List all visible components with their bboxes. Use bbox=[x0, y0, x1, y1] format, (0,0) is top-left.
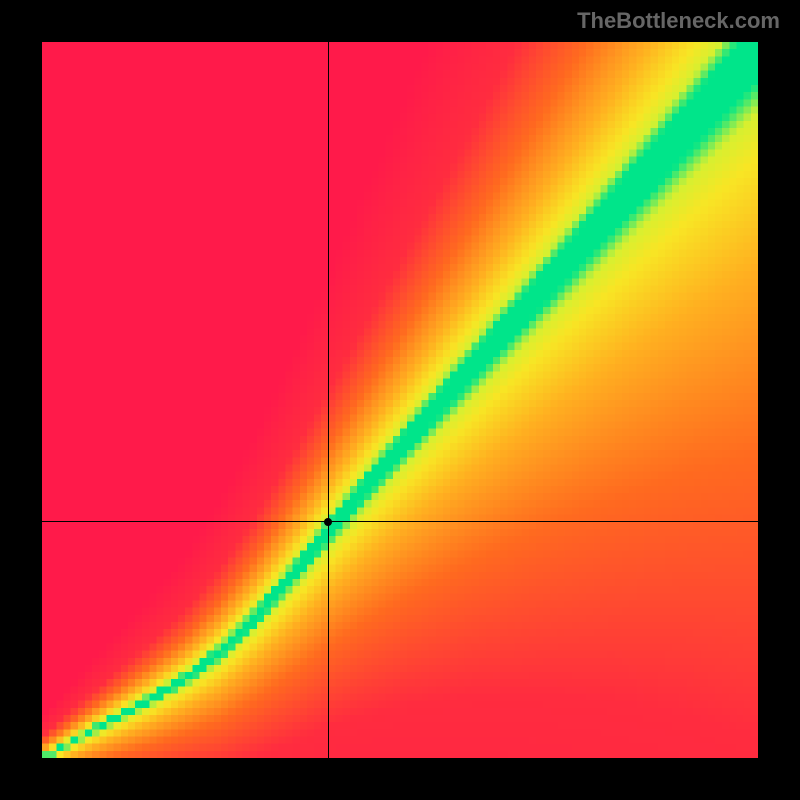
crosshair-marker bbox=[324, 518, 332, 526]
crosshair-vertical bbox=[328, 42, 329, 758]
chart-container: TheBottleneck.com bbox=[0, 0, 800, 800]
watermark-text: TheBottleneck.com bbox=[577, 8, 780, 34]
heatmap-canvas bbox=[42, 42, 758, 758]
crosshair-horizontal bbox=[42, 521, 758, 522]
plot-area bbox=[42, 42, 758, 758]
